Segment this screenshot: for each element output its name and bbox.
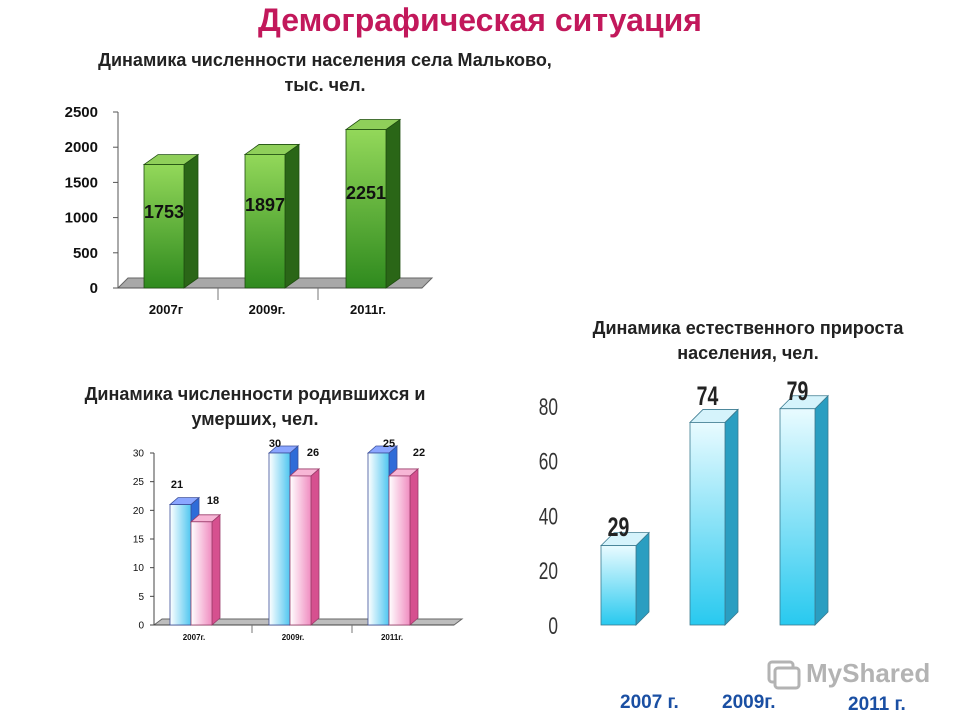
myshared-logo-icon (766, 656, 802, 690)
chart1-bar-side (184, 155, 198, 288)
chart2-bar-deaths-side (410, 469, 418, 625)
chart2-data-label-births: 25 (383, 438, 395, 450)
chart3-ytick-label: 0 (548, 613, 558, 639)
chart3-ytick-label: 80 (539, 394, 558, 420)
chart2-ytick-label: 20 (133, 506, 145, 517)
chart1-ytick-label: 2500 (65, 104, 98, 121)
chart2-data-label-births: 30 (269, 438, 281, 450)
chart1-ytick-label: 2000 (65, 139, 98, 156)
chart1-data-label: 2251 (346, 183, 386, 203)
chart3-data-label: 74 (697, 381, 719, 411)
chart2-bar-deaths (389, 476, 410, 625)
chart1-category-label: 2011г. (350, 302, 386, 317)
chart3-bar (601, 546, 636, 625)
chart1-category-label: 2009г. (249, 302, 286, 317)
chart1-data-label: 1897 (245, 195, 285, 215)
chart2-ytick-label: 25 (133, 477, 145, 488)
chart2-bar-births (170, 505, 191, 625)
chart1-bar (245, 154, 285, 288)
chart1-ytick-label: 1000 (65, 210, 98, 227)
chart2-bar-deaths (191, 522, 212, 625)
chart1-category-label: 2007г (149, 302, 184, 317)
chart2-ytick-label: 0 (138, 621, 144, 632)
chart3-ytick-label: 60 (539, 449, 558, 475)
chart2-category-label: 2007г. (183, 633, 206, 642)
chart2-ytick-label: 15 (133, 535, 145, 546)
chart3-data-label: 29 (608, 512, 630, 542)
chart2-ytick-label: 5 (138, 592, 144, 603)
chart2-category-label: 2009г. (282, 633, 305, 642)
chart3-category-2007: 2007 г. (620, 692, 679, 714)
chart1-ytick-label: 1500 (65, 174, 98, 191)
chart2-bar-deaths (290, 476, 311, 625)
chart3-bar-side (636, 533, 649, 625)
chart3-bar-side (725, 409, 738, 625)
chart2-category-label: 2011г. (381, 633, 403, 642)
chart1-bar-side (386, 120, 400, 288)
chart3-ytick-label: 20 (539, 559, 558, 585)
chart2-data-label-deaths: 26 (307, 447, 319, 459)
chart3-bar (690, 422, 725, 625)
chart2-data-label-births: 21 (171, 479, 183, 491)
chart3-bar (780, 409, 815, 625)
chart1-bar (144, 165, 184, 288)
chart2-ytick-label: 10 (133, 563, 145, 574)
chart3-ytick-label: 40 (539, 504, 558, 530)
chart1-bar (346, 130, 386, 288)
chart2-bar-births (269, 453, 290, 625)
chart2-ytick-label: 30 (133, 449, 145, 460)
chart3-data-label: 79 (787, 376, 809, 406)
chart2-data-label-deaths: 18 (207, 495, 219, 507)
chart1-ytick-label: 0 (90, 280, 98, 297)
chart2-bar-deaths-side (311, 469, 319, 625)
chart2-data-label-deaths: 22 (413, 447, 425, 459)
chart1-bar-side (285, 144, 299, 288)
chart1-data-label: 1753 (144, 202, 184, 222)
chart2-bar-deaths-side (212, 515, 220, 625)
chart3-category-2011: 2011 г. (848, 694, 906, 716)
chart3-category-2009: 2009г. (722, 692, 776, 714)
chart2-bar-births (368, 453, 389, 625)
chart3-bar-side (815, 396, 828, 625)
watermark-text: MyShared (806, 658, 930, 689)
charts-canvas: 0500100015002000250017532007г18972009г.2… (0, 0, 960, 720)
chart1-ytick-label: 500 (73, 245, 98, 262)
